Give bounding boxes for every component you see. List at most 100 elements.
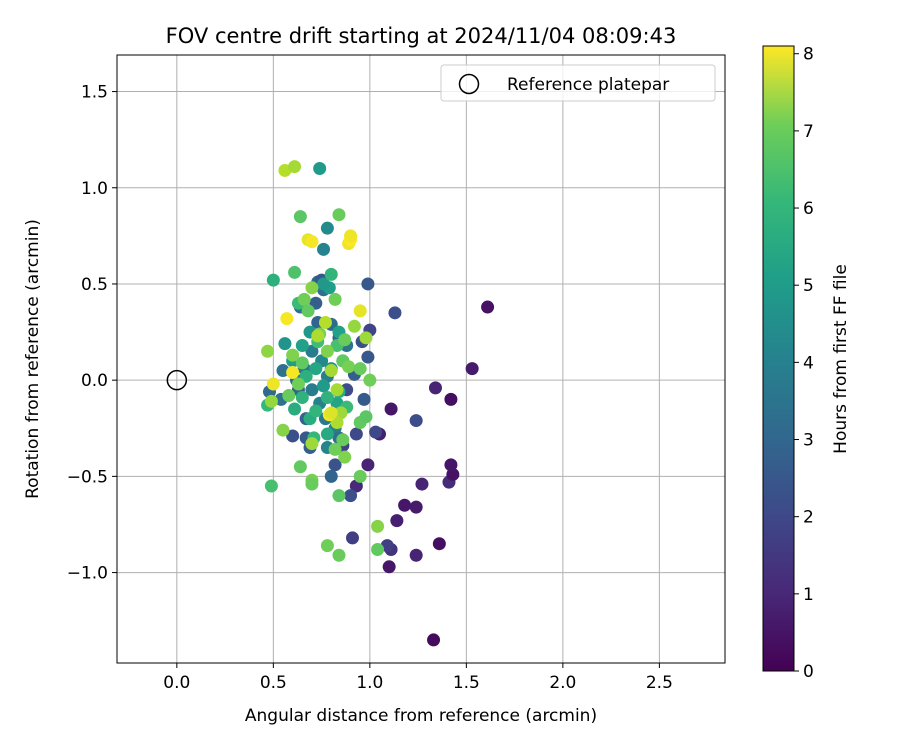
data-point — [432, 537, 446, 551]
legend-marker-icon — [458, 73, 480, 95]
data-point — [357, 392, 371, 406]
data-point — [324, 267, 338, 281]
data-point — [320, 221, 334, 235]
data-point — [288, 402, 302, 416]
data-point — [317, 242, 331, 256]
colorbar-tick-label: 5 — [803, 276, 814, 296]
colorbar-ticks: 0 1 2 3 4 5 6 7 8 — [794, 45, 814, 682]
data-point — [332, 208, 346, 222]
data-point — [349, 427, 363, 441]
data-point — [338, 450, 352, 464]
data-point — [324, 406, 338, 420]
x-tick-label: 0.5 — [260, 673, 287, 693]
data-point — [409, 548, 423, 562]
data-point — [280, 312, 294, 326]
data-point — [427, 633, 441, 647]
data-point — [344, 489, 358, 503]
data-point — [359, 331, 373, 345]
x-tick-label: 0.0 — [163, 673, 190, 693]
data-point — [305, 281, 319, 295]
data-point — [330, 383, 344, 397]
data-point — [409, 500, 423, 514]
data-point — [353, 362, 367, 376]
data-point — [481, 300, 495, 314]
x-tick-label: 1.0 — [356, 673, 383, 693]
data-point — [353, 304, 367, 318]
reference-platepar-marker — [166, 369, 188, 391]
colorbar-tick-label: 6 — [803, 199, 814, 219]
data-point — [347, 319, 361, 333]
data-point — [309, 362, 323, 376]
data-point — [332, 548, 346, 562]
x-tick-label: 2.5 — [646, 673, 673, 693]
data-point — [328, 442, 342, 456]
data-point — [388, 306, 402, 320]
data-point — [371, 519, 385, 533]
colorbar-gradient — [762, 45, 795, 672]
data-point — [305, 235, 319, 249]
data-point — [398, 498, 412, 512]
legend-label: Reference platepar — [507, 75, 669, 95]
x-tick-label: 2.0 — [549, 673, 576, 693]
y-tick-label: 1.0 — [81, 179, 108, 199]
colorbar: 0 1 2 3 4 5 6 7 8 Hours from first FF file — [762, 45, 851, 682]
data-point — [305, 477, 319, 491]
data-point — [286, 365, 300, 379]
colorbar-tick-label: 4 — [803, 353, 814, 373]
colorbar-tick-label: 2 — [803, 508, 814, 528]
data-point — [276, 423, 290, 437]
data-point — [317, 379, 331, 393]
data-point — [317, 277, 331, 291]
data-point — [415, 477, 429, 491]
y-axis-label: Rotation from reference (arcmin) — [23, 219, 43, 499]
data-point — [361, 350, 375, 364]
data-point — [342, 360, 356, 374]
data-point — [278, 337, 292, 351]
legend: Reference platepar — [440, 64, 716, 102]
data-point — [320, 390, 334, 404]
grid-lines — [117, 55, 725, 663]
data-point — [328, 458, 342, 472]
y-tick-label: −0.5 — [67, 467, 108, 487]
data-point — [295, 356, 309, 370]
y-axis-ticks: −1.0 −0.5 0.0 0.5 1.0 1.5 — [67, 83, 117, 584]
data-point — [338, 333, 352, 347]
data-point — [301, 304, 315, 318]
data-point — [465, 362, 479, 376]
data-point — [286, 348, 300, 362]
data-point — [311, 329, 325, 343]
legend-box — [440, 64, 716, 102]
colorbar-label: Hours from first FF file — [831, 264, 851, 454]
colorbar-tick-label: 1 — [803, 585, 814, 605]
data-point — [446, 467, 460, 481]
data-point — [361, 458, 375, 472]
data-point — [361, 277, 375, 291]
y-tick-label: 0.5 — [81, 275, 108, 295]
data-point — [266, 273, 280, 287]
data-point — [382, 560, 396, 574]
data-point — [264, 394, 278, 408]
data-point — [409, 414, 423, 428]
data-point — [295, 390, 309, 404]
data-point — [384, 402, 398, 416]
y-tick-label: 1.5 — [81, 83, 108, 103]
data-point — [293, 210, 307, 224]
data-point — [288, 160, 302, 174]
data-point — [324, 469, 338, 483]
chart-title: FOV centre drift starting at 2024/11/04 … — [166, 24, 677, 48]
y-tick-label: 0.0 — [81, 371, 108, 391]
colorbar-tick-label: 0 — [803, 662, 814, 682]
data-point — [282, 389, 296, 403]
y-tick-label: −1.0 — [67, 564, 108, 584]
data-point — [286, 429, 300, 443]
data-point — [344, 229, 358, 243]
plot-frame — [116, 54, 726, 664]
data-point — [318, 315, 332, 329]
data-point — [444, 458, 458, 472]
data-point — [371, 542, 385, 556]
data-point — [293, 460, 307, 474]
data-point — [288, 265, 302, 279]
data-point — [363, 373, 377, 387]
data-point — [328, 292, 342, 306]
